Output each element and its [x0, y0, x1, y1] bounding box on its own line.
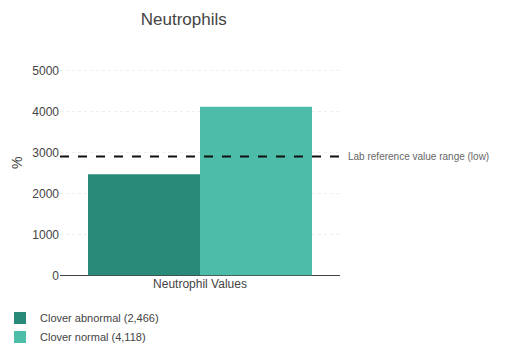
svg-text:Neutrophil Values: Neutrophil Values [153, 277, 247, 291]
svg-text:%: % [9, 156, 25, 168]
svg-text:Neutrophils: Neutrophils [141, 10, 227, 29]
svg-text:5000: 5000 [32, 64, 59, 78]
svg-text:Lab reference value range (low: Lab reference value range (low) [348, 151, 489, 162]
svg-text:1000: 1000 [32, 228, 59, 242]
svg-text:3000: 3000 [32, 146, 59, 160]
svg-text:4000: 4000 [32, 105, 59, 119]
svg-text:Clover normal (4,118): Clover normal (4,118) [40, 331, 146, 343]
svg-text:2000: 2000 [32, 187, 59, 201]
svg-text:0: 0 [52, 269, 59, 283]
svg-text:Clover abnormal (2,466): Clover abnormal (2,466) [40, 312, 159, 324]
